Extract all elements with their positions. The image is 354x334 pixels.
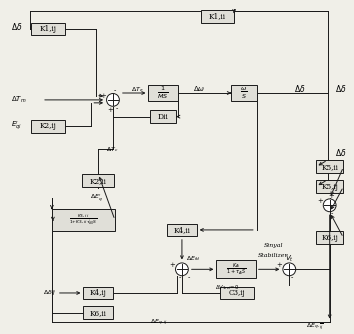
Text: K1,ij: K1,ij — [39, 25, 56, 33]
Bar — [167, 223, 197, 236]
Text: $\Delta E_q^{\prime}$: $\Delta E_q^{\prime}$ — [90, 193, 103, 204]
Text: $\Delta T_e$: $\Delta T_e$ — [131, 85, 143, 94]
Text: K1,ii: K1,ii — [209, 12, 226, 20]
Circle shape — [283, 263, 296, 276]
Text: Dii: Dii — [158, 113, 169, 121]
Text: +: + — [169, 262, 175, 270]
Text: $\frac{K3,ii}{1\!+\!K3,ii\tau_{d0}^{\prime}S}$: $\frac{K3,ii}{1\!+\!K3,ii\tau_{d0}^{\pri… — [69, 213, 98, 227]
Text: $\Delta\delta ij$: $\Delta\delta ij$ — [43, 289, 57, 298]
Text: +: + — [100, 92, 106, 100]
Text: $\Delta T_c$: $\Delta T_c$ — [106, 145, 119, 154]
Bar — [150, 110, 176, 123]
Text: $V_t$: $V_t$ — [285, 254, 294, 264]
Text: $\frac{\omega}{S}$: $\frac{\omega}{S}$ — [240, 86, 247, 101]
Text: Sinyal: Sinyal — [264, 243, 283, 248]
Bar — [316, 160, 343, 173]
Text: -: - — [291, 274, 293, 282]
Text: K6,ij: K6,ij — [321, 234, 338, 242]
Text: K4,ii: K4,ii — [173, 226, 190, 234]
Text: +: + — [329, 192, 335, 200]
Text: $\Delta E_{q,ij}$: $\Delta E_{q,ij}$ — [150, 317, 168, 328]
Bar — [84, 306, 113, 319]
Text: C3,ij: C3,ij — [229, 289, 245, 297]
Text: $\Delta\delta$: $\Delta\delta$ — [335, 147, 346, 158]
Text: K2,ij: K2,ij — [40, 123, 56, 131]
Bar — [231, 85, 257, 102]
Text: -: - — [114, 87, 116, 95]
Text: $\frac{1}{MS}$: $\frac{1}{MS}$ — [158, 85, 169, 101]
Text: +: + — [107, 106, 113, 114]
Text: K4,ij: K4,ij — [90, 289, 107, 297]
Text: K5,ii: K5,ii — [321, 163, 338, 171]
Text: -: - — [188, 274, 190, 282]
Text: Stabilizer: Stabilizer — [258, 253, 289, 258]
Text: $\Delta\delta$: $\Delta\delta$ — [294, 82, 306, 94]
Circle shape — [107, 94, 119, 106]
Bar — [31, 120, 65, 133]
Bar — [84, 287, 113, 299]
Text: $\Delta T_m$: $\Delta T_m$ — [11, 95, 26, 105]
Text: $\Delta E_{q,\overline{ij}}$: $\Delta E_{q,\overline{ij}}$ — [306, 321, 324, 332]
Bar — [220, 287, 254, 299]
Text: +: + — [276, 262, 282, 270]
Bar — [316, 180, 343, 193]
Circle shape — [176, 263, 188, 276]
Bar — [201, 10, 234, 23]
Text: K5,ij: K5,ij — [321, 183, 338, 191]
Bar — [82, 174, 114, 187]
Text: $\Delta E_{fd}$: $\Delta E_{fd}$ — [186, 254, 200, 263]
Text: K2,ii: K2,ii — [90, 177, 107, 185]
Text: $\Delta\delta$: $\Delta\delta$ — [335, 82, 346, 94]
Text: $\frac{K_{Ai}}{1+\tau_{Ai}S}$: $\frac{K_{Ai}}{1+\tau_{Ai}S}$ — [226, 262, 246, 277]
Text: $\Delta\delta$: $\Delta\delta$ — [11, 20, 22, 31]
Text: +: + — [317, 197, 323, 205]
Bar — [52, 209, 115, 231]
Text: K6,ii: K6,ii — [90, 309, 107, 317]
Text: $E_{qi}^{\prime}$: $E_{qi}^{\prime}$ — [11, 120, 21, 133]
Text: $\Delta V_{1ref}\!=\!0$: $\Delta V_{1ref}\!=\!0$ — [216, 283, 240, 292]
Text: -: - — [331, 210, 333, 218]
Bar — [31, 23, 65, 35]
Bar — [316, 231, 343, 244]
Text: -: - — [179, 274, 181, 282]
Circle shape — [323, 199, 336, 212]
Bar — [148, 85, 178, 102]
Text: $\Delta\omega$: $\Delta\omega$ — [193, 84, 205, 93]
Bar — [216, 261, 256, 278]
Text: -: - — [116, 105, 118, 113]
